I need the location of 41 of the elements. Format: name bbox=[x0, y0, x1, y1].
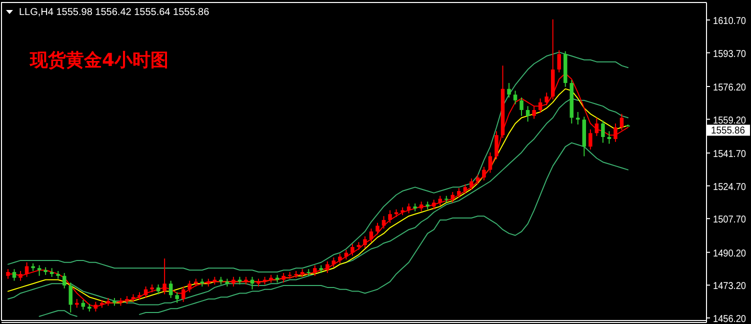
y-tick-label: 1456.20 bbox=[713, 314, 750, 324]
candlestick bbox=[44, 267, 48, 275]
candlestick bbox=[294, 271, 298, 278]
candlestick bbox=[607, 131, 612, 144]
y-tick-label: 1559.20 bbox=[713, 115, 750, 126]
y-tick-label: 1541.70 bbox=[713, 149, 750, 160]
candlestick bbox=[188, 280, 192, 292]
candlestick bbox=[75, 299, 79, 308]
candlestick bbox=[457, 188, 461, 198]
candlestick bbox=[306, 269, 310, 276]
candlestick bbox=[244, 276, 248, 285]
y-tick-label: 1576.20 bbox=[713, 82, 750, 94]
candlestick bbox=[194, 278, 198, 286]
candlestick bbox=[150, 284, 154, 292]
candlestick bbox=[444, 196, 448, 203]
y-tick-label: 1490.20 bbox=[713, 248, 750, 260]
candlestick bbox=[256, 278, 260, 286]
text: 1555.86 bbox=[711, 126, 748, 137]
y-tick-label: 1524.70 bbox=[713, 182, 750, 193]
candlestick bbox=[175, 292, 179, 303]
candlestick bbox=[56, 271, 60, 279]
candlestick bbox=[31, 263, 35, 272]
candlestick bbox=[413, 204, 417, 212]
chart-subtitle: LLG,H4 1555.98 1556.42 1555.64 1555.86 bbox=[19, 7, 210, 18]
candlestick bbox=[288, 272, 292, 279]
y-tick-label: 1593.70 bbox=[713, 48, 750, 60]
candlestick bbox=[206, 278, 210, 286]
text: 现货黄金4小时图 bbox=[29, 50, 169, 71]
line-series bbox=[8, 52, 628, 273]
candlestick bbox=[338, 254, 342, 264]
candlestick bbox=[88, 304, 92, 312]
candlestick bbox=[138, 292, 142, 300]
candlestick bbox=[576, 112, 580, 124]
y-tick-label: 1507.70 bbox=[713, 214, 750, 226]
candlestick bbox=[162, 258, 166, 294]
candlestick bbox=[426, 202, 430, 210]
candlestick bbox=[112, 298, 116, 306]
candlestick bbox=[219, 276, 223, 285]
candlestick bbox=[125, 296, 129, 304]
y-tick-label: 1473.20 bbox=[713, 281, 750, 292]
y-tick-label: 1610.70 bbox=[713, 16, 750, 27]
